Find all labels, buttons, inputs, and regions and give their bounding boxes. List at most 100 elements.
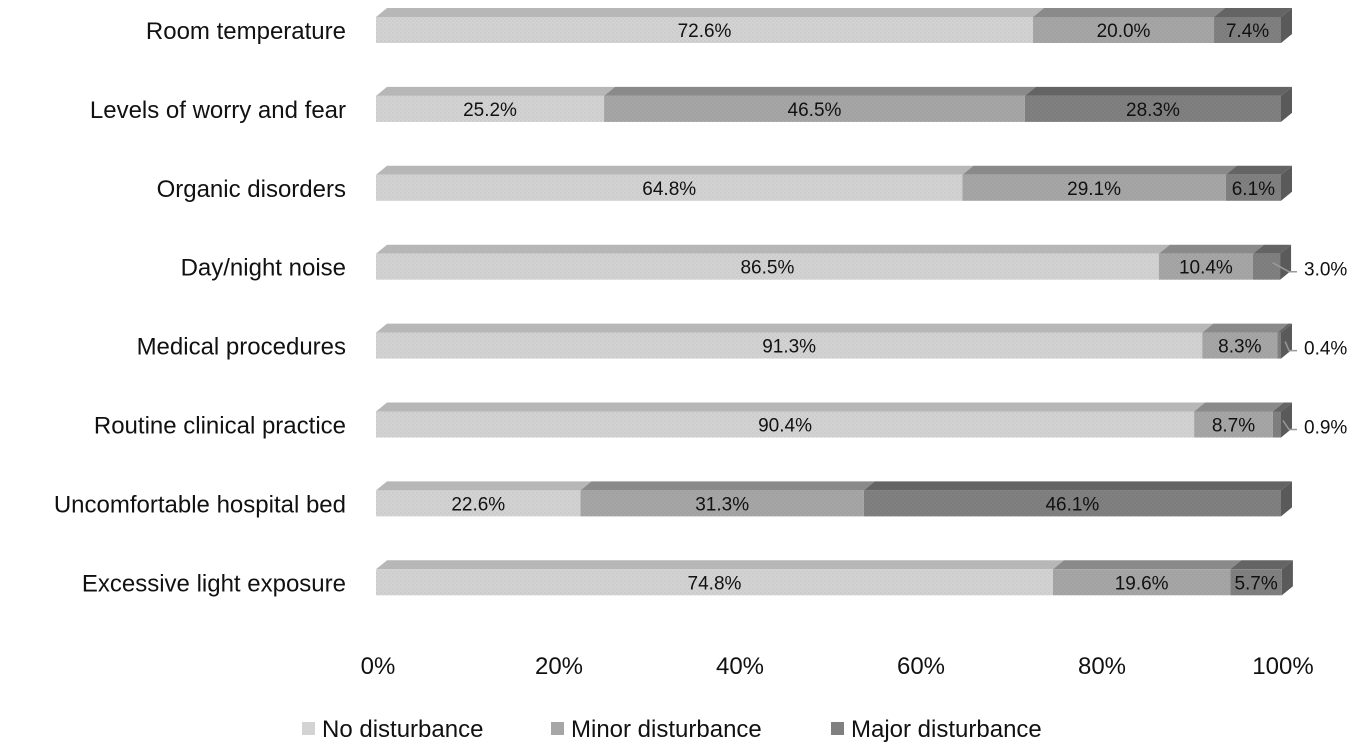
- bars-layer: [376, 8, 1293, 596]
- data-label: 19.6%: [1115, 573, 1169, 594]
- data-label: 3.0%: [1304, 260, 1347, 281]
- bar-texture: [580, 490, 864, 517]
- bar-top-face: [1052, 560, 1242, 570]
- bar-segment: [376, 402, 1206, 438]
- bar-segment: [1024, 86, 1292, 122]
- bar-segment: [1158, 244, 1264, 280]
- legend-label: No disturbance: [322, 716, 483, 743]
- bar-segment: [1052, 560, 1242, 596]
- bar-top-face: [1252, 244, 1292, 254]
- bar-top-face: [1024, 86, 1292, 96]
- data-label: 86.5%: [740, 258, 794, 279]
- bar-texture: [604, 95, 1025, 122]
- data-label: 29.1%: [1067, 179, 1121, 200]
- legend-item: No disturbance: [302, 716, 483, 743]
- bar-texture: [1158, 253, 1253, 280]
- bar-texture: [1214, 17, 1281, 43]
- legend-swatch: [551, 722, 564, 735]
- data-label: 64.8%: [642, 179, 696, 200]
- category-label: Medical procedures: [137, 334, 346, 361]
- bar-top-face: [1272, 402, 1292, 412]
- bar-segment: [376, 244, 1170, 280]
- bar-top-face: [1158, 244, 1264, 254]
- data-label: 91.3%: [762, 337, 816, 358]
- bar-segment: [604, 86, 1036, 122]
- x-tick-label: 20%: [535, 653, 583, 680]
- data-label: 74.8%: [688, 573, 742, 594]
- legend-swatch: [302, 722, 315, 735]
- data-label: 10.4%: [1179, 258, 1233, 279]
- bar-texture: [376, 17, 1034, 43]
- data-label: 31.3%: [695, 494, 749, 515]
- x-tick-label: 40%: [716, 653, 764, 680]
- bar-top-face: [1230, 560, 1293, 570]
- x-tick-label: 60%: [897, 653, 945, 680]
- category-label: Routine clinical practice: [94, 413, 346, 440]
- bar-top-face: [1033, 8, 1226, 17]
- bar-top-face: [863, 481, 1292, 491]
- bar-texture: [1052, 569, 1231, 596]
- bar-texture: [1033, 17, 1215, 43]
- data-label: 0.9%: [1304, 418, 1347, 439]
- bar-texture: [863, 490, 1281, 517]
- bar-texture: [376, 411, 1195, 438]
- bar-segment: [376, 86, 616, 122]
- bar-side-face: [1281, 165, 1292, 201]
- bar-texture: [1194, 411, 1273, 438]
- bar-top-face: [580, 481, 875, 491]
- bar-top-face: [1225, 165, 1292, 175]
- bar-texture: [962, 174, 1226, 201]
- x-axis-ticks-layer: 0% 20% 40% 60% 80% 100%: [361, 653, 1314, 680]
- bar-top-face: [376, 165, 974, 175]
- data-label: 20.0%: [1097, 21, 1151, 42]
- data-label: 22.6%: [451, 494, 505, 515]
- bar-top-face: [1277, 323, 1292, 333]
- category-label: Uncomfortable hospital bed: [54, 491, 346, 518]
- data-label: 46.5%: [788, 100, 842, 121]
- data-label: 0.4%: [1304, 339, 1347, 360]
- bar-texture: [376, 490, 581, 517]
- data-labels-layer: 72.6% 20.0% 7.4% 25.2% 46.5% 28.3% 64.8% 29.1% 6…: [451, 21, 1347, 594]
- bar-segment: [580, 481, 875, 517]
- bar-texture: [376, 569, 1053, 596]
- legend-label: Minor disturbance: [571, 716, 762, 743]
- bar-texture: [1202, 332, 1278, 359]
- data-label: 6.1%: [1232, 179, 1275, 200]
- x-tick-label: 100%: [1252, 653, 1313, 680]
- bar-texture: [1225, 174, 1281, 201]
- bar-segment: [376, 323, 1214, 359]
- bar-texture: [376, 95, 605, 122]
- data-label: 25.2%: [463, 100, 517, 121]
- bar-segment: [376, 481, 592, 517]
- bar-texture: [1277, 332, 1281, 359]
- bar-top-face: [376, 244, 1170, 254]
- bar-texture: [376, 253, 1159, 280]
- category-label: Room temperature: [146, 18, 346, 45]
- legend-label: Major disturbance: [851, 716, 1042, 743]
- bar-top-face: [376, 560, 1064, 570]
- bar-top-face: [376, 8, 1045, 17]
- legend-item: Minor disturbance: [551, 716, 762, 743]
- category-label: Excessive light exposure: [82, 570, 346, 597]
- legend-swatch: [831, 722, 844, 735]
- bar-segment: [1252, 244, 1292, 280]
- bar-top-face: [376, 86, 616, 96]
- bar-segment: [376, 8, 1045, 43]
- bar-segment: [1230, 560, 1293, 596]
- bar-segment: [962, 165, 1237, 201]
- bar-side-face: [1281, 560, 1293, 596]
- bar-texture: [1024, 95, 1281, 122]
- data-label: 90.4%: [758, 416, 812, 437]
- data-label-leader: [1282, 420, 1297, 431]
- data-label: 7.4%: [1226, 21, 1269, 42]
- bar-texture: [376, 332, 1203, 359]
- bar-top-face: [1194, 402, 1284, 412]
- bar-segment: [1033, 8, 1226, 43]
- bar-texture: [1272, 411, 1281, 438]
- category-label: Organic disorders: [157, 176, 346, 203]
- bar-top-face: [376, 402, 1206, 412]
- bar-top-face: [376, 481, 592, 491]
- bar-segment: [863, 481, 1292, 517]
